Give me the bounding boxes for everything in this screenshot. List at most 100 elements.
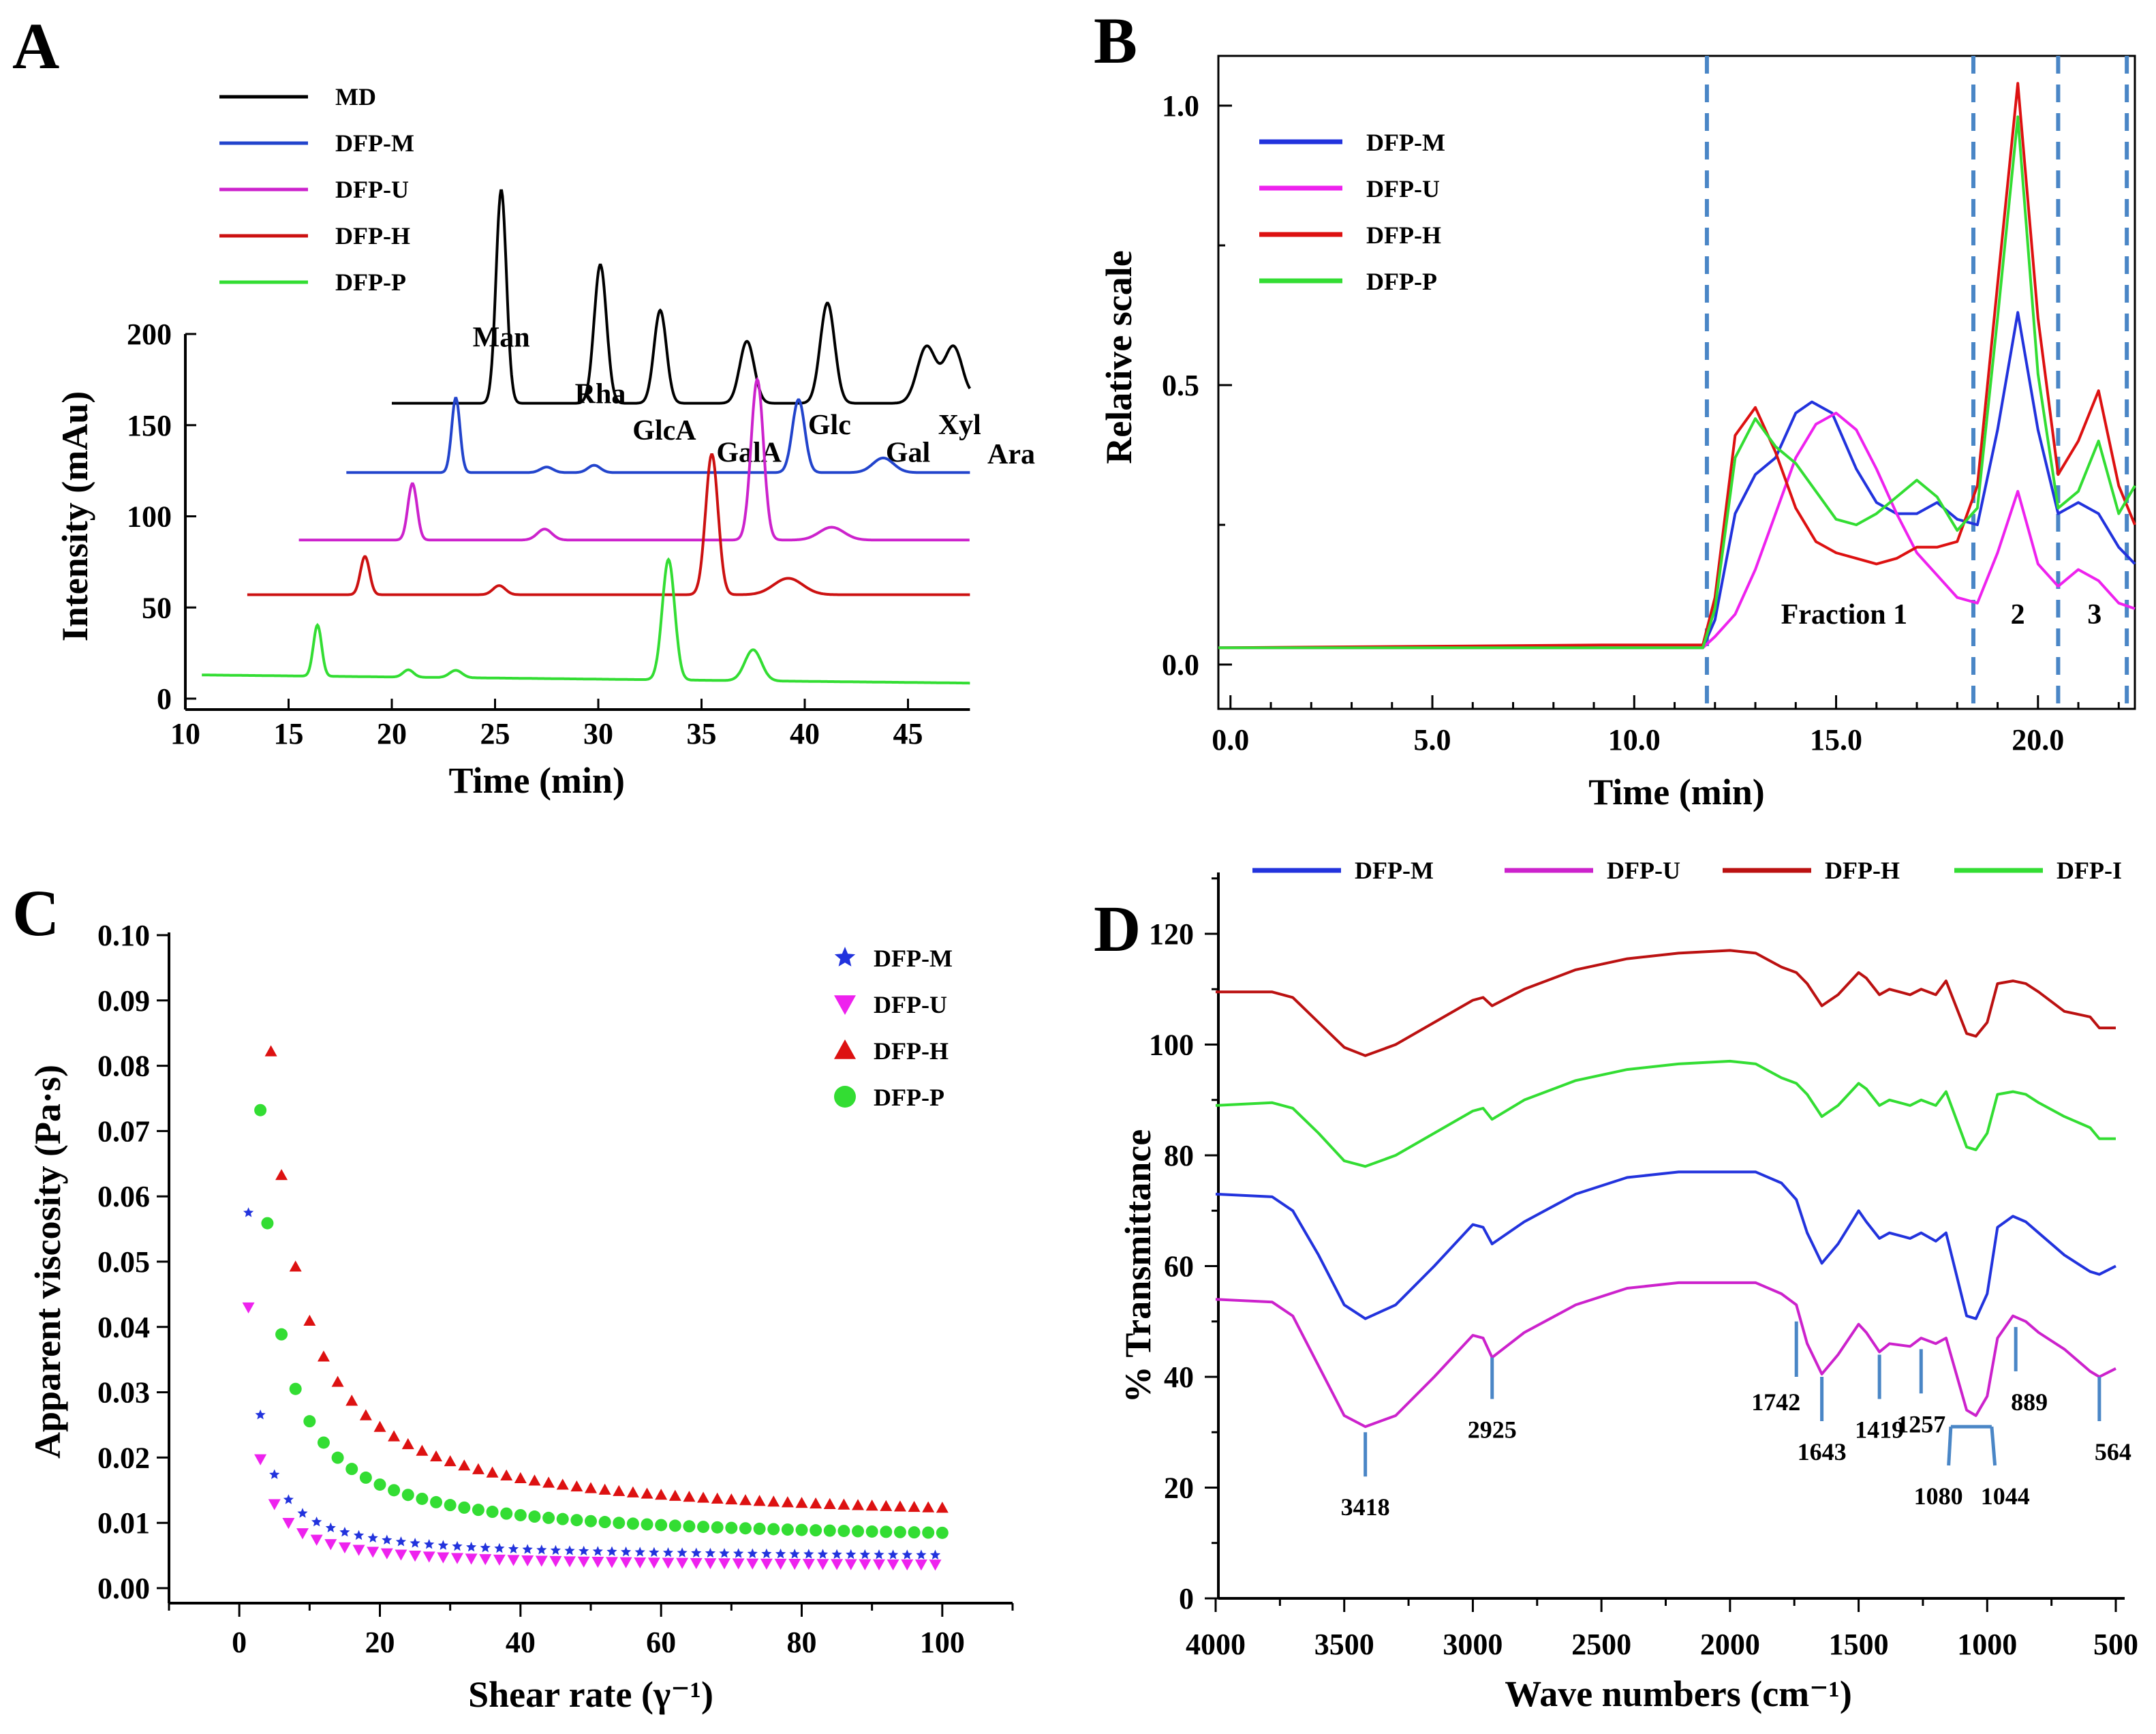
panel-c-point-dfp-u bbox=[732, 1558, 745, 1570]
panel-c-point-dfp-p bbox=[570, 1514, 583, 1527]
panel-c-point-dfp-m bbox=[691, 1547, 702, 1557]
panel-c-point-dfp-u bbox=[324, 1539, 337, 1551]
panel-c-point-dfp-h bbox=[458, 1459, 471, 1471]
panel-c-point-dfp-u bbox=[901, 1559, 914, 1571]
panel-d-band-label-564: 564 bbox=[2095, 1438, 2131, 1465]
panel-c-point-dfp-m bbox=[339, 1527, 350, 1537]
panel-c-point-dfp-p bbox=[444, 1499, 457, 1512]
panel-c-point-dfp-h bbox=[739, 1494, 752, 1506]
panel-c-point-dfp-u bbox=[493, 1554, 506, 1566]
panel-c-point-dfp-h bbox=[725, 1493, 738, 1505]
panel-c-point-dfp-m bbox=[634, 1547, 645, 1557]
panel-c-point-dfp-m bbox=[929, 1549, 941, 1560]
panel-c-y-tick-label: 0.09 bbox=[97, 984, 150, 1018]
panel-c-point-dfp-u bbox=[296, 1528, 309, 1540]
panel-c-point-dfp-p bbox=[289, 1382, 302, 1395]
panel-c-point-dfp-h bbox=[908, 1500, 921, 1512]
panel-d-band-label-1044: 1044 bbox=[1981, 1482, 2030, 1510]
panel-d-band-label-1257: 1257 bbox=[1896, 1410, 1945, 1438]
panel-c-point-dfp-m bbox=[297, 1508, 308, 1518]
panel-c-point-dfp-p bbox=[767, 1523, 780, 1536]
panel-a-y-tick-label: 100 bbox=[127, 500, 172, 534]
panel-b-legend-label-dfp-p: DFP-P bbox=[1366, 268, 1437, 295]
panel-c-point-dfp-u bbox=[816, 1559, 829, 1570]
panel-b-gpc: 0.0 5.0 10.0 15.0 20.0 0.0 0.5 1.0 Time (min) Rel… bbox=[1098, 55, 2136, 812]
panel-c-point-dfp-m bbox=[367, 1532, 378, 1542]
panel-a-x-tick-label: 10 bbox=[170, 717, 200, 750]
panel-d-x-tick-label: 3500 bbox=[1314, 1628, 1374, 1661]
panel-c-point-dfp-u bbox=[591, 1557, 604, 1568]
panel-c-y-tick-label: 0.05 bbox=[97, 1245, 150, 1279]
panel-c-point-dfp-h bbox=[767, 1495, 780, 1507]
panel-c-point-dfp-p bbox=[655, 1519, 668, 1532]
panel-c-point-dfp-h bbox=[556, 1478, 569, 1490]
panel-d-legend-label-dfp-m: DFP-M bbox=[1355, 857, 1434, 884]
panel-a-trace-dfp-u bbox=[298, 376, 970, 542]
panel-c-point-dfp-u bbox=[718, 1558, 731, 1570]
panel-c-x-tick-label: 0 bbox=[232, 1626, 247, 1659]
panel-c-point-dfp-h bbox=[823, 1497, 836, 1509]
panel-d-y-tick-label: 20 bbox=[1164, 1472, 1194, 1505]
panel-d-band-label-1080: 1080 bbox=[1914, 1482, 1963, 1510]
panel-c-point-dfp-p bbox=[753, 1522, 766, 1535]
panel-c-point-dfp-u bbox=[409, 1551, 422, 1562]
panel-c-legend-marker-dfp-h bbox=[834, 1039, 856, 1059]
panel-c-point-dfp-u bbox=[662, 1557, 675, 1569]
panel-c-point-dfp-u bbox=[831, 1559, 844, 1570]
panel-c-legend-label-dfp-p: DFP-P bbox=[874, 1084, 944, 1111]
panel-c-legend-marker-dfp-u bbox=[834, 995, 856, 1015]
panel-c-y-title: Apparent viscosity (Pa·s) bbox=[27, 1065, 68, 1459]
panel-c-point-dfp-p bbox=[908, 1526, 921, 1539]
panel-c-point-dfp-u bbox=[521, 1555, 534, 1567]
panel-d-trace-dfp-p bbox=[1215, 1059, 2116, 1168]
panel-c-point-dfp-h bbox=[936, 1502, 949, 1513]
panel-c-point-dfp-h bbox=[486, 1466, 499, 1478]
panel-b-trace-dfp-u bbox=[1218, 412, 2136, 650]
panel-c-point-dfp-m bbox=[817, 1549, 829, 1559]
panel-c-point-dfp-u bbox=[507, 1555, 520, 1566]
panel-b-y-title: Relative scale bbox=[1098, 250, 1139, 463]
panel-a-y-tick-label: 200 bbox=[127, 318, 172, 351]
panel-b-fraction-label-3: 3 bbox=[2087, 599, 2101, 630]
panel-d-x-tick-label: 1000 bbox=[1957, 1628, 2017, 1661]
panel-c-point-dfp-p bbox=[823, 1524, 836, 1537]
panel-a-legend-label-dfp-p: DFP-P bbox=[335, 269, 406, 296]
panel-c-point-dfp-m bbox=[747, 1548, 758, 1558]
panel-c-point-dfp-p bbox=[458, 1501, 471, 1514]
panel-c-point-dfp-p bbox=[275, 1328, 288, 1341]
panel-c-point-dfp-u bbox=[802, 1559, 815, 1570]
panel-c-point-dfp-u bbox=[268, 1499, 281, 1510]
panel-c-point-dfp-m bbox=[353, 1530, 365, 1540]
panel-d-x-tick-label: 3000 bbox=[1443, 1628, 1503, 1661]
panel-c-y-tick-label: 0.00 bbox=[97, 1572, 150, 1605]
panel-b-x-tick-label: 5.0 bbox=[1414, 723, 1451, 757]
panel-c-point-dfp-u bbox=[422, 1551, 435, 1563]
panel-c-point-dfp-p bbox=[922, 1526, 935, 1539]
panel-c-y-tick-label: 0.02 bbox=[97, 1441, 150, 1474]
panel-a-peak-label-ara: Ara bbox=[987, 439, 1035, 470]
panel-c-point-dfp-u bbox=[605, 1557, 618, 1568]
panel-c-point-dfp-h bbox=[444, 1455, 457, 1467]
panel-a-peak-label-rha: Rha bbox=[575, 379, 626, 410]
panel-c-point-dfp-m bbox=[269, 1469, 280, 1479]
panel-a-y-tick-label: 150 bbox=[127, 409, 172, 442]
panel-d-x-tick-label: 2000 bbox=[1700, 1628, 1760, 1661]
panel-c-point-dfp-m bbox=[888, 1549, 899, 1560]
panel-c-point-dfp-p bbox=[486, 1506, 499, 1519]
panel-c-point-dfp-p bbox=[556, 1512, 569, 1525]
panel-a-trace-dfp-m bbox=[346, 397, 970, 474]
panel-c-point-dfp-p bbox=[598, 1516, 611, 1529]
panel-a-x-title: Time (min) bbox=[448, 760, 624, 801]
panel-c-point-dfp-m bbox=[325, 1522, 336, 1533]
panel-c-x-tick-label: 40 bbox=[506, 1626, 536, 1659]
panel-c-point-dfp-m bbox=[452, 1540, 463, 1551]
panel-c-point-dfp-h bbox=[613, 1485, 626, 1496]
panel-b-legend-label-dfp-h: DFP-H bbox=[1366, 222, 1441, 249]
panel-d-y-tick-label: 120 bbox=[1149, 917, 1194, 951]
panel-a-x-tick-label: 35 bbox=[687, 717, 717, 750]
panel-d-legend-label-dfp-u: DFP-U bbox=[1607, 857, 1680, 884]
panel-c-point-dfp-p bbox=[668, 1519, 681, 1532]
panel-c-point-dfp-m bbox=[283, 1494, 294, 1504]
panel-c-point-dfp-p bbox=[852, 1525, 865, 1538]
